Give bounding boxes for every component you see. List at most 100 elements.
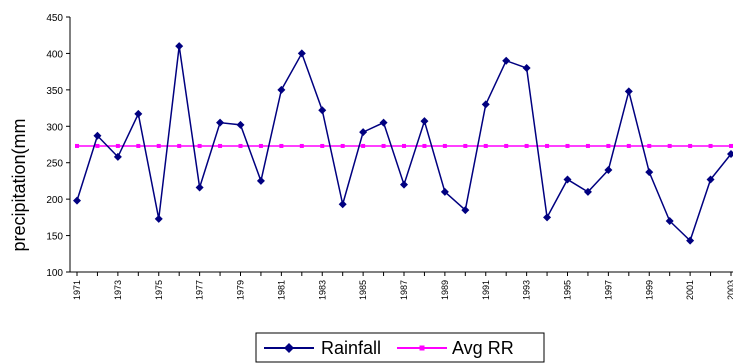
- legend-avg-rr-label: Avg RR: [452, 338, 514, 358]
- rainfall-point: [236, 120, 245, 129]
- avg-rr-point: [729, 143, 733, 148]
- rainfall-point: [93, 131, 102, 140]
- avg-rr-point: [483, 143, 488, 148]
- legend-avg-rr-marker: [419, 345, 425, 351]
- avg-rr-point: [340, 143, 345, 148]
- rainfall-point: [665, 217, 674, 225]
- avg-rr-point: [667, 143, 672, 148]
- rainfall-point: [73, 196, 81, 205]
- rainfall-point: [543, 213, 552, 222]
- y-tick-label: 200: [46, 195, 63, 206]
- avg-rr-point: [361, 143, 366, 148]
- rainfall-point: [727, 149, 733, 158]
- avg-rr-point: [258, 143, 263, 148]
- rainfall-point: [481, 100, 490, 109]
- rainfall-point: [624, 87, 633, 96]
- x-tick-label: 1975: [154, 280, 164, 300]
- avg-rr-point: [238, 143, 243, 148]
- rainfall-point: [216, 118, 225, 127]
- y-tick-label: 450: [46, 13, 63, 24]
- x-tick-label: 1993: [522, 280, 532, 300]
- legend-rainfall-marker: [284, 343, 294, 353]
- x-tick-label: 1991: [481, 280, 491, 300]
- rainfall-point: [338, 200, 347, 209]
- rainfall-point: [604, 166, 613, 174]
- x-tick-label: 1985: [358, 280, 368, 300]
- avg-rr-point: [606, 143, 611, 148]
- y-tick-label: 100: [46, 268, 63, 279]
- avg-rr-point: [75, 143, 79, 148]
- x-tick-label: 1997: [603, 280, 613, 300]
- avg-rr-point: [136, 143, 141, 148]
- y-axis: 100 150 200 250 300 350 400 450: [46, 13, 71, 279]
- avg-rr-point: [197, 143, 202, 148]
- y-axis-label: precipitation(mm: [9, 118, 29, 251]
- x-tick-label: 1981: [276, 280, 286, 300]
- y-tick-label: 300: [46, 122, 63, 133]
- legend-rainfall-label: Rainfall: [321, 338, 381, 358]
- avg-rr-point: [626, 143, 631, 148]
- rainfall-point: [379, 118, 388, 127]
- rainfall-point: [502, 56, 511, 65]
- avg-rr-point: [115, 143, 120, 148]
- x-tick-label: 1977: [195, 280, 205, 300]
- rainfall-point: [440, 187, 449, 196]
- avg-rr-point: [585, 143, 590, 148]
- rainfall-point: [563, 175, 572, 184]
- x-axis: 1971 1973 1975 1977 1979 1981 1983 1985 1987 1989…: [70, 271, 733, 300]
- avg-rr-point: [504, 143, 509, 148]
- avg-rr-point: [442, 143, 447, 148]
- avg-rr-point: [565, 143, 570, 148]
- x-tick-label: 1987: [399, 280, 409, 300]
- y-tick-label: 350: [46, 86, 63, 97]
- rainfall-point: [686, 236, 695, 245]
- rainfall-line: [76, 46, 732, 243]
- avg-rr-point: [524, 143, 529, 148]
- x-tick-label: 1979: [236, 280, 246, 300]
- avg-rr-point: [545, 143, 550, 148]
- rainfall-point: [113, 152, 122, 161]
- y-tick-label: 250: [46, 159, 63, 170]
- avg-rr-point: [218, 143, 223, 148]
- avg-rr-point: [320, 143, 325, 148]
- avg-rr-point: [402, 143, 406, 148]
- x-tick-label: 1999: [644, 280, 654, 300]
- rainfall-point: [297, 49, 306, 58]
- rainfall-point: [420, 117, 429, 126]
- rainfall-point: [400, 180, 408, 189]
- avg-rr-point: [381, 143, 386, 148]
- rainfall-point: [583, 187, 592, 196]
- avg-rr-point: [422, 143, 427, 148]
- series-area: [73, 42, 733, 245]
- x-tick-label: 1973: [113, 280, 123, 300]
- avg-rr-point: [463, 143, 468, 148]
- avg-rr-point: [688, 143, 693, 148]
- avg-rr-point: [299, 143, 304, 148]
- rainfall-point: [318, 106, 327, 115]
- rainfall-point: [461, 206, 470, 215]
- avg-rr-point: [177, 143, 182, 148]
- avg-rr-point: [95, 143, 100, 148]
- avg-rr-point: [156, 143, 161, 148]
- x-tick-label: 2001: [685, 280, 695, 300]
- x-tick-label: 1971: [72, 280, 82, 300]
- avg-rr-point: [279, 143, 284, 148]
- rainfall-point: [645, 168, 654, 177]
- y-tick-label: 150: [46, 232, 63, 243]
- rainfall-point: [359, 128, 368, 137]
- avg-rr-point: [708, 143, 713, 148]
- rainfall-point: [256, 176, 265, 185]
- x-tick-label: 2003: [726, 280, 733, 300]
- x-tick-label: 1989: [440, 280, 450, 300]
- avg-rr-point: [647, 143, 652, 148]
- legend: Rainfall Avg RR: [255, 332, 545, 363]
- x-tick-label: 1995: [563, 280, 573, 300]
- rainfall-point: [154, 214, 163, 223]
- rainfall-point: [706, 175, 715, 184]
- rainfall-point: [195, 183, 204, 192]
- rainfall-point: [134, 109, 143, 118]
- rainfall-point: [175, 42, 184, 51]
- rainfall-point: [277, 85, 286, 94]
- rainfall-point: [522, 64, 531, 72]
